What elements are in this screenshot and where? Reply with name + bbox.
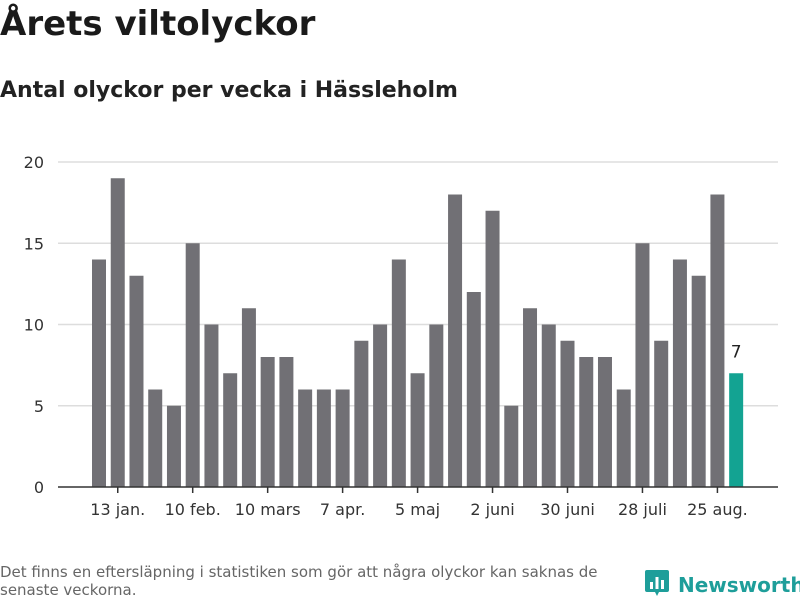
bar bbox=[654, 340, 669, 487]
bar-highlight bbox=[729, 373, 744, 487]
x-tick-label: 25 aug. bbox=[687, 500, 748, 519]
bar bbox=[523, 308, 538, 487]
bar bbox=[691, 275, 706, 487]
x-tick-label: 13 jan. bbox=[90, 500, 145, 519]
x-tick-label: 28 juli bbox=[618, 500, 667, 519]
bar bbox=[391, 259, 406, 487]
bar bbox=[92, 259, 106, 487]
x-tick-label: 10 feb. bbox=[165, 500, 221, 519]
bar bbox=[541, 324, 556, 487]
bar bbox=[504, 405, 519, 487]
data-label: 7 bbox=[731, 342, 742, 362]
y-tick-label: 5 bbox=[34, 397, 44, 416]
bar bbox=[185, 243, 200, 487]
chart-title: Årets viltolyckor bbox=[0, 4, 316, 44]
bar bbox=[485, 210, 500, 487]
bar bbox=[410, 373, 425, 487]
bar bbox=[466, 292, 481, 487]
bar bbox=[560, 340, 575, 487]
bar-chart-logo-icon bbox=[644, 568, 670, 602]
bar bbox=[204, 324, 219, 487]
bar bbox=[710, 194, 725, 487]
bar-chart: 0 5 10 15 20 13 jan. 10 feb. 10 mars 7 apr. 5 ma… bbox=[24, 153, 778, 519]
y-tick-label: 20 bbox=[24, 153, 44, 172]
y-tick-label: 0 bbox=[34, 478, 44, 497]
bar bbox=[279, 357, 294, 487]
y-axis-ticks: 0 5 10 15 20 bbox=[24, 153, 44, 497]
x-axis-layer: 13 jan. 10 feb. 10 mars 7 apr. 5 maj 2 juni 30… bbox=[58, 486, 778, 519]
bar bbox=[129, 275, 144, 487]
labels-layer: 7 bbox=[731, 342, 742, 362]
bar bbox=[166, 405, 181, 487]
x-tick-label: 7 apr. bbox=[320, 500, 365, 519]
bar bbox=[635, 243, 650, 487]
bar bbox=[597, 357, 612, 487]
chart-subtitle: Antal olyckor per vecka i Hässleholm bbox=[0, 78, 458, 103]
bar bbox=[448, 194, 463, 487]
x-tick-label: 10 mars bbox=[235, 500, 301, 519]
bar bbox=[354, 340, 369, 487]
bar bbox=[335, 389, 350, 487]
bar bbox=[373, 324, 388, 487]
bar bbox=[223, 373, 238, 487]
bars-layer bbox=[92, 178, 744, 487]
bar bbox=[316, 389, 331, 487]
x-tick-label: 5 maj bbox=[395, 500, 440, 519]
bar bbox=[298, 389, 313, 487]
bar bbox=[260, 357, 275, 487]
bar bbox=[616, 389, 631, 487]
bar bbox=[672, 259, 687, 487]
brand[interactable]: Newsworthy bbox=[644, 568, 800, 602]
y-tick-label: 10 bbox=[24, 316, 44, 335]
y-tick-label: 15 bbox=[24, 234, 44, 253]
x-tick-label: 2 juni bbox=[470, 500, 514, 519]
bar bbox=[110, 178, 125, 487]
bar bbox=[579, 357, 594, 487]
footnote: Det finns en eftersläpning i statistiken… bbox=[0, 563, 598, 599]
bar bbox=[148, 389, 163, 487]
x-tick-label: 30 juni bbox=[540, 500, 595, 519]
grid-layer bbox=[58, 161, 778, 407]
brand-name: Newsworthy bbox=[678, 573, 800, 597]
bar bbox=[429, 324, 444, 487]
bar bbox=[241, 308, 256, 487]
